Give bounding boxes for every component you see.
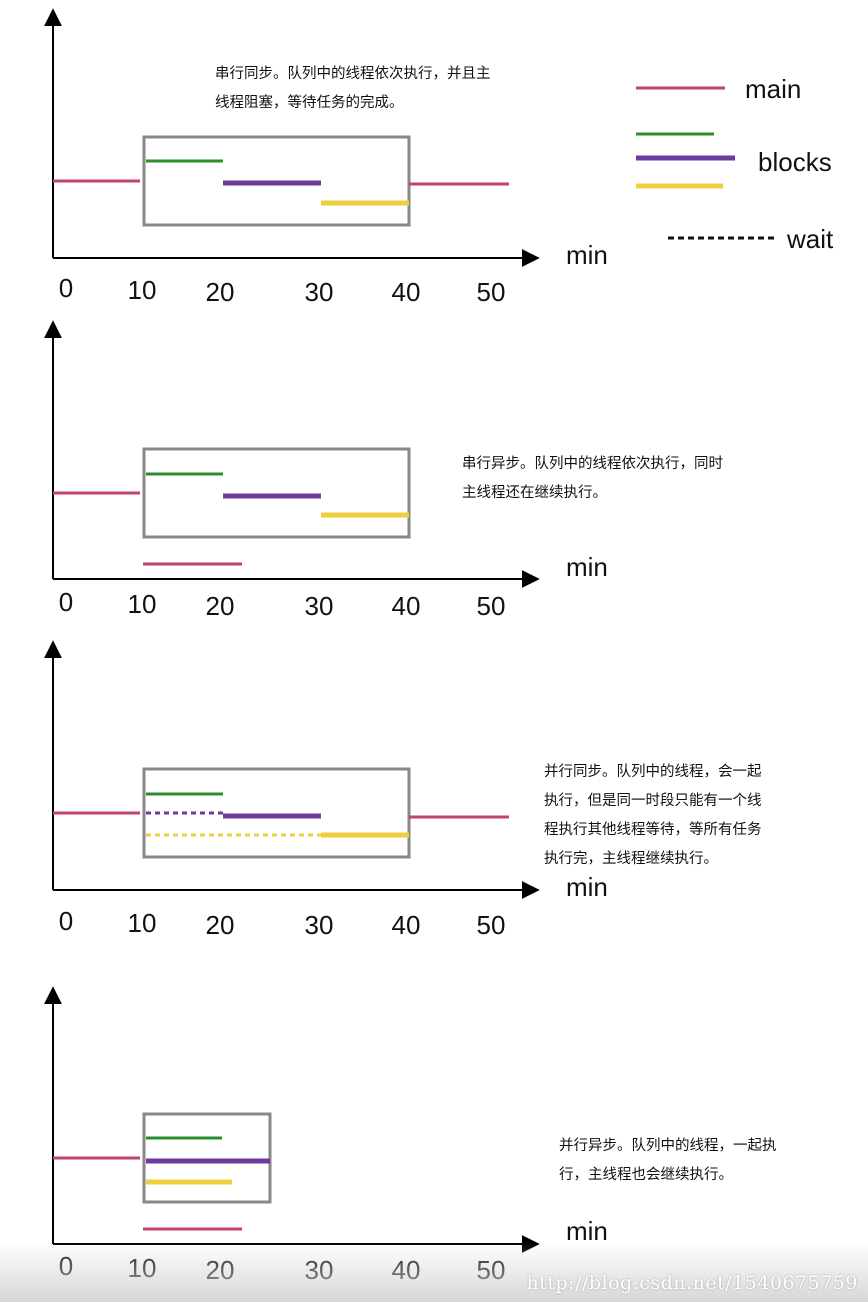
x-tick-label: 0 [58,906,74,936]
x-tick-label: 30 [304,910,334,940]
x-tick-label: 50 [476,910,506,940]
x-tick-label: 20 [205,277,235,307]
bottom-fade [0,1242,868,1302]
x-axis-unit-label: min [566,872,608,902]
x-axis-unit-label: min [566,240,608,270]
x-axis-unit-label: min [566,1216,608,1246]
x-tick-label: 20 [205,910,235,940]
panel-1-note: 串行同步。队列中的线程依次执行，并且主 线程阻塞，等待任务的完成。 [215,66,491,111]
legend-main-label: main [745,74,802,104]
panel-2-note: 串行异步。队列中的线程依次执行，同时 主线程还在继续执行。 [462,456,723,501]
panel-4-note: 并行异步。队列中的线程，一起执 行，主线程也会继续执行。 [559,1138,777,1183]
x-tick-label: 30 [304,277,334,307]
panel-serial-async [44,320,540,588]
queue-box [142,1112,272,1204]
panel-concurrent-sync [44,640,540,899]
x-tick-label: 40 [391,591,421,621]
watermark: http://blog.csdn.net/1540675759 [526,1272,858,1294]
legend-wait-label: wait [787,224,834,254]
x-tick-label: 10 [127,275,157,305]
panel-3-note: 并行同步。队列中的线程，会一起 执行，但是同一时段只能有一个线 程执行其他线程等… [544,764,762,867]
x-tick-label: 50 [476,591,506,621]
legend-blocks-label: blocks [758,147,832,177]
x-tick-label: 50 [476,277,506,307]
x-tick-label: 0 [58,587,74,617]
x-tick-label: 10 [127,589,157,619]
panel-concurrent-async [44,986,540,1253]
x-tick-label: 30 [304,591,334,621]
legend [636,86,775,240]
x-tick-label: 0 [58,273,74,303]
x-axis-unit-label: min [566,552,608,582]
x-tick-label: 40 [391,277,421,307]
panel-serial-sync [44,8,540,267]
queue-box [142,135,411,227]
queue-box [142,767,411,859]
queue-box [142,447,411,539]
x-tick-label: 10 [127,908,157,938]
x-tick-label: 40 [391,910,421,940]
x-tick-label: 20 [205,591,235,621]
